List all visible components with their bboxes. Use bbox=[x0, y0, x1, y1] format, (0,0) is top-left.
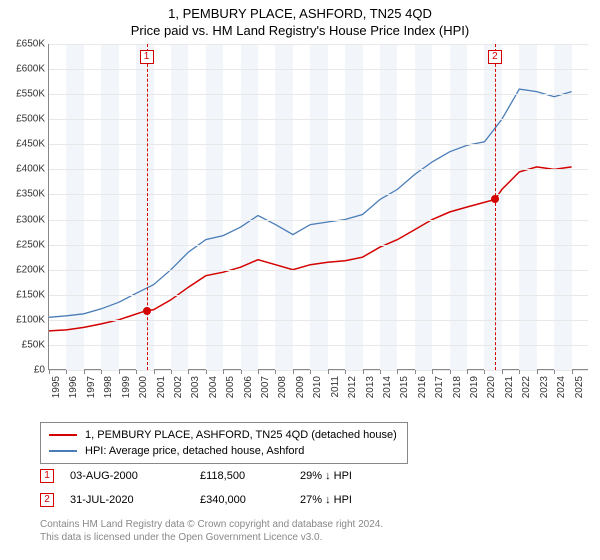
y-axis-label: £650K bbox=[16, 39, 45, 50]
x-axis-label: 2022 bbox=[521, 376, 532, 398]
line-series bbox=[49, 44, 589, 370]
x-axis-label: 2011 bbox=[330, 376, 341, 398]
tx-price: £118,500 bbox=[200, 470, 300, 482]
transaction-point bbox=[491, 195, 499, 203]
tx-diff: 29% ↓ HPI bbox=[300, 470, 400, 482]
x-axis-label: 2001 bbox=[156, 376, 167, 398]
x-axis-label: 2012 bbox=[347, 376, 358, 398]
transaction-point bbox=[143, 307, 151, 315]
legend-item: 1, PEMBURY PLACE, ASHFORD, TN25 4QD (det… bbox=[49, 427, 397, 443]
y-axis-label: £400K bbox=[16, 164, 45, 175]
x-axis-label: 2009 bbox=[295, 376, 306, 398]
x-axis-label: 2021 bbox=[504, 376, 515, 398]
legend-swatch bbox=[49, 434, 77, 436]
x-axis-label: 2013 bbox=[365, 376, 376, 398]
x-axis-label: 1996 bbox=[68, 376, 79, 398]
x-axis-label: 2015 bbox=[399, 376, 410, 398]
footer-attribution: Contains HM Land Registry data © Crown c… bbox=[40, 518, 383, 544]
x-axis-label: 1995 bbox=[51, 376, 62, 398]
legend-label: 1, PEMBURY PLACE, ASHFORD, TN25 4QD (det… bbox=[85, 429, 397, 441]
table-row: 2 31-JUL-2020 £340,000 27% ↓ HPI bbox=[40, 490, 400, 510]
y-axis-label: £100K bbox=[16, 314, 45, 325]
legend: 1, PEMBURY PLACE, ASHFORD, TN25 4QD (det… bbox=[40, 422, 408, 464]
chart-title: 1, PEMBURY PLACE, ASHFORD, TN25 4QD bbox=[0, 6, 600, 21]
x-axis-label: 2025 bbox=[574, 376, 585, 398]
x-axis-label: 2020 bbox=[486, 376, 497, 398]
chart-area: 12 £0£50K£100K£150K£200K£250K£300K£350K£… bbox=[0, 44, 600, 404]
x-axis-label: 2010 bbox=[312, 376, 323, 398]
x-axis-label: 2006 bbox=[243, 376, 254, 398]
x-axis-label: 2024 bbox=[556, 376, 567, 398]
x-axis-label: 1998 bbox=[103, 376, 114, 398]
x-axis-label: 2005 bbox=[225, 376, 236, 398]
x-axis-label: 2019 bbox=[469, 376, 480, 398]
y-axis-label: £500K bbox=[16, 114, 45, 125]
footer-line: This data is licensed under the Open Gov… bbox=[40, 531, 383, 544]
x-axis-label: 2003 bbox=[190, 376, 201, 398]
tx-price: £340,000 bbox=[200, 494, 300, 506]
tx-diff: 27% ↓ HPI bbox=[300, 494, 400, 506]
x-axis-label: 2004 bbox=[208, 376, 219, 398]
transaction-marker: 2 bbox=[488, 50, 502, 64]
x-axis-label: 2017 bbox=[434, 376, 445, 398]
x-axis-label: 2023 bbox=[539, 376, 550, 398]
x-axis-label: 2007 bbox=[260, 376, 271, 398]
y-axis-label: £350K bbox=[16, 189, 45, 200]
table-row: 1 03-AUG-2000 £118,500 29% ↓ HPI bbox=[40, 466, 400, 486]
marker-badge: 2 bbox=[40, 493, 54, 507]
transaction-marker: 1 bbox=[140, 50, 154, 64]
chart-subtitle: Price paid vs. HM Land Registry's House … bbox=[0, 23, 600, 38]
y-axis-label: £550K bbox=[16, 89, 45, 100]
legend-swatch bbox=[49, 450, 77, 452]
x-axis-label: 2018 bbox=[452, 376, 463, 398]
y-axis-label: £150K bbox=[16, 289, 45, 300]
marker-badge: 1 bbox=[40, 469, 54, 483]
legend-label: HPI: Average price, detached house, Ashf… bbox=[85, 445, 304, 457]
y-axis-label: £600K bbox=[16, 64, 45, 75]
x-axis-label: 2014 bbox=[382, 376, 393, 398]
x-axis-label: 2008 bbox=[277, 376, 288, 398]
legend-item: HPI: Average price, detached house, Ashf… bbox=[49, 443, 397, 459]
y-axis-label: £50K bbox=[22, 339, 45, 350]
x-axis-label: 2016 bbox=[417, 376, 428, 398]
tx-date: 03-AUG-2000 bbox=[70, 470, 200, 482]
plot-region: 12 bbox=[48, 44, 588, 370]
x-axis-label: 1999 bbox=[121, 376, 132, 398]
y-axis-label: £450K bbox=[16, 139, 45, 150]
x-axis-label: 1997 bbox=[86, 376, 97, 398]
transaction-table: 1 03-AUG-2000 £118,500 29% ↓ HPI 2 31-JU… bbox=[40, 466, 400, 514]
x-axis-label: 2000 bbox=[138, 376, 149, 398]
x-axis-label: 2002 bbox=[173, 376, 184, 398]
y-axis-label: £300K bbox=[16, 214, 45, 225]
y-axis-label: £0 bbox=[34, 365, 45, 376]
footer-line: Contains HM Land Registry data © Crown c… bbox=[40, 518, 383, 531]
y-axis-label: £200K bbox=[16, 264, 45, 275]
tx-date: 31-JUL-2020 bbox=[70, 494, 200, 506]
y-axis-label: £250K bbox=[16, 239, 45, 250]
